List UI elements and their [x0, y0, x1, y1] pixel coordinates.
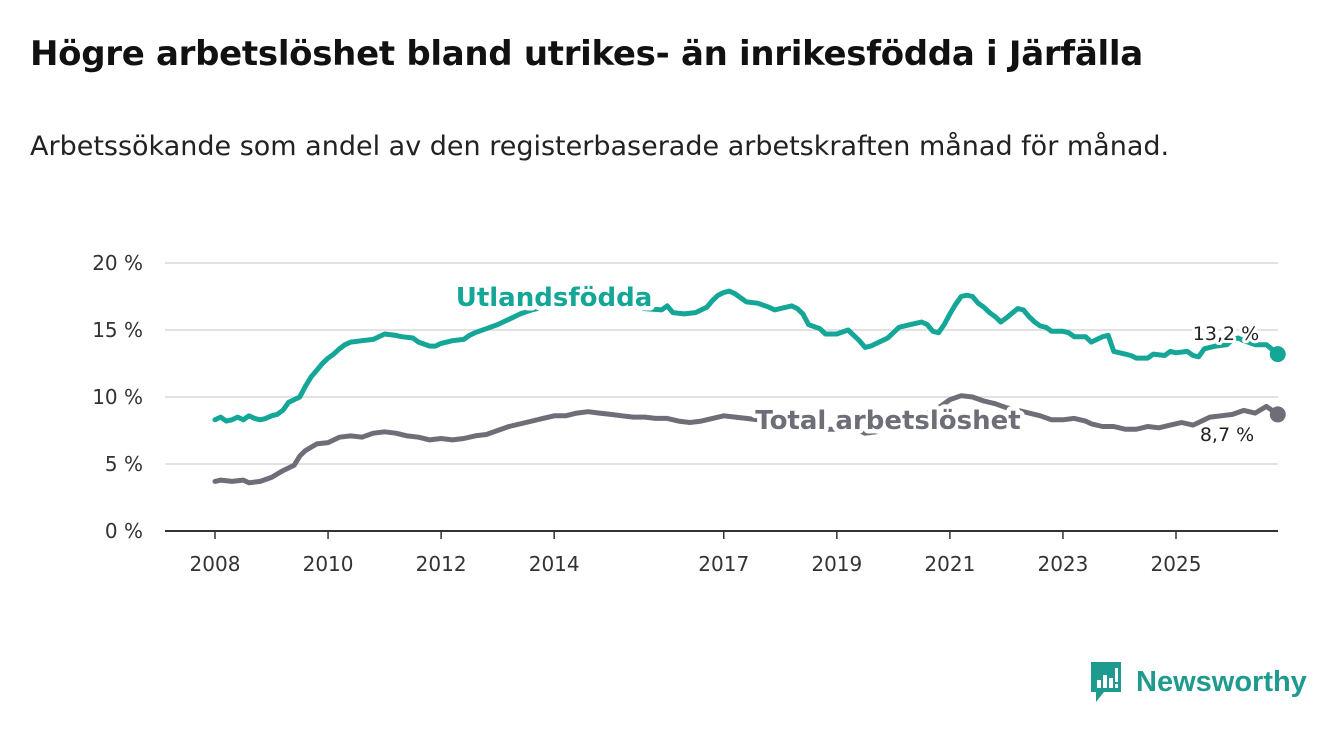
series-label: Total arbetslöshet: [755, 406, 1020, 436]
y-tick-label: 5 %: [105, 452, 143, 476]
line-chart: 0 %5 %10 %15 %20 % 2008 2010 2012 2014 2017 2…: [92, 251, 1286, 576]
x-tick-label: 2025: [1151, 552, 1202, 576]
newsworthy-logo-icon: [1091, 662, 1121, 702]
y-tick-label: 10 %: [92, 385, 143, 409]
x-tick-label: 2019: [811, 552, 862, 576]
y-tick-label: 20 %: [92, 251, 143, 275]
end-value-label-halo: 8,7 %: [1200, 424, 1254, 446]
x-tick-label: 2023: [1037, 552, 1088, 576]
x-axis-ticks: 2008 2010 2012 2014 2017 2019 2021 2023 2025: [190, 531, 1202, 576]
x-tick-label: 2014: [529, 552, 580, 576]
grid-lines: [165, 262, 1278, 465]
series-end-marker: [1269, 346, 1286, 363]
x-tick-label: 2010: [303, 552, 354, 576]
end-value-label: 13,2 %: [1193, 323, 1259, 345]
end-value-label: 8,7 %: [1200, 424, 1254, 446]
chart-title: Högre arbetslöshet bland utrikes- än inr…: [30, 34, 1143, 74]
end-value-label-halo: 13,2 %: [1193, 323, 1259, 345]
y-axis-ticks: 0 % 5 % 10 % 15 % 20 %: [92, 251, 143, 543]
newsworthy-brand: Newsworthy: [1088, 660, 1307, 704]
series-line: [212, 288, 1281, 424]
chart-subtitle: Arbetssökande som andel av den registerb…: [30, 131, 1170, 162]
series-lines: [212, 288, 1286, 486]
series-line: [212, 393, 1281, 486]
y-tick-label: 0 %: [105, 519, 143, 543]
y-tick-label: 15 %: [92, 318, 143, 342]
brand-name: Newsworthy: [1136, 665, 1307, 698]
x-tick-label: 2012: [416, 552, 467, 576]
x-tick-label: 2008: [190, 552, 241, 576]
series-end-marker: [1269, 406, 1286, 423]
x-tick-label: 2021: [924, 552, 975, 576]
series-label: Utlandsfödda: [456, 283, 653, 313]
series-label-halo: Utlandsfödda: [456, 283, 653, 313]
series-label-halo: Total arbetslöshet: [755, 406, 1020, 436]
x-tick-label: 2017: [698, 552, 749, 576]
